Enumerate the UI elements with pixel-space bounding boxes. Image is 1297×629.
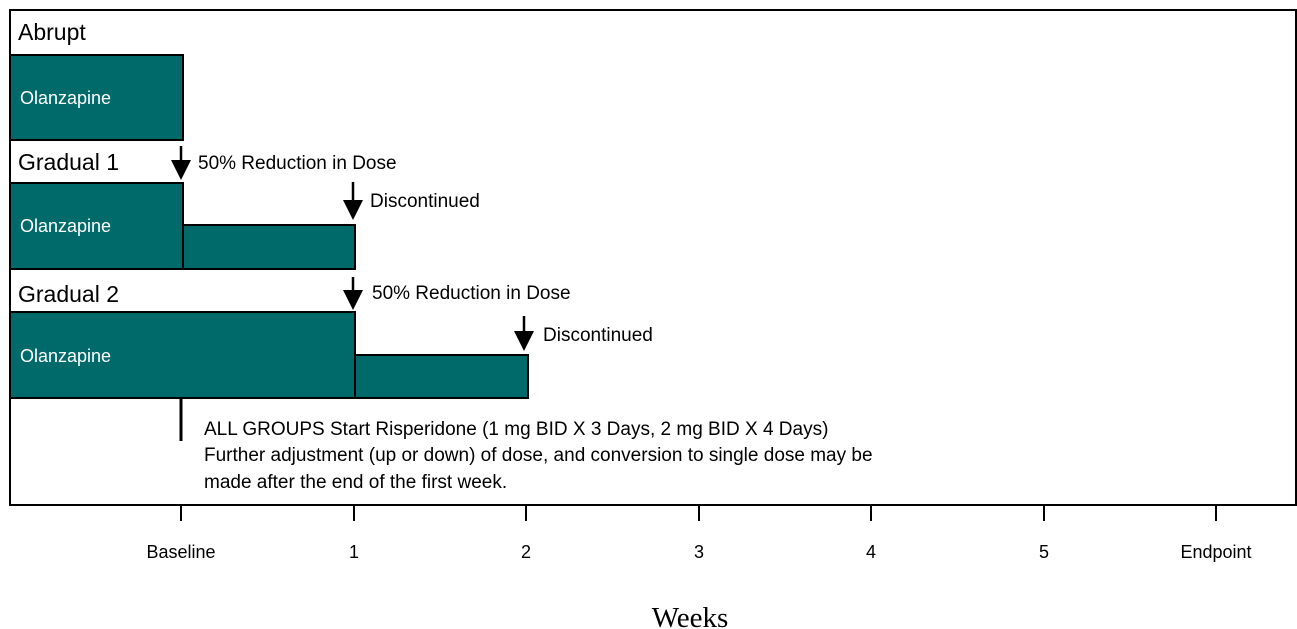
bar-label: Olanzapine [20,88,111,108]
group-label: Abrupt [18,19,86,45]
group-label: Gradual 2 [18,281,119,307]
note-line: made after the end of the first week. [204,472,507,493]
annotation: Discontinued [370,191,480,212]
bar [354,354,529,399]
group-label: Gradual 1 [18,149,119,175]
tick-label: 3 [694,542,704,562]
bar [182,224,356,270]
annotation: 50% Reduction in Dose [198,153,397,174]
tick-label: 4 [866,542,876,562]
bar [9,54,184,141]
annotation: 50% Reduction in Dose [372,283,571,304]
tick-label: Endpoint [1180,542,1251,562]
note-line: Further adjustment (up or down) of dose,… [204,445,873,466]
axis-label: Weeks [652,602,729,629]
bar [9,182,184,270]
axis: Baseline 1 2 3 4 5 Endpoint [146,505,1252,562]
tick-label: 5 [1039,542,1049,562]
note-line: ALL GROUPS Start Risperidone (1 mg BID X… [204,419,828,440]
annotation: Discontinued [543,325,653,346]
bar-label: Olanzapine [20,216,111,236]
tick-label: 2 [521,542,531,562]
bar-label: Olanzapine [20,346,111,366]
tick-label: 1 [349,542,359,562]
tick-label: Baseline [146,542,215,562]
